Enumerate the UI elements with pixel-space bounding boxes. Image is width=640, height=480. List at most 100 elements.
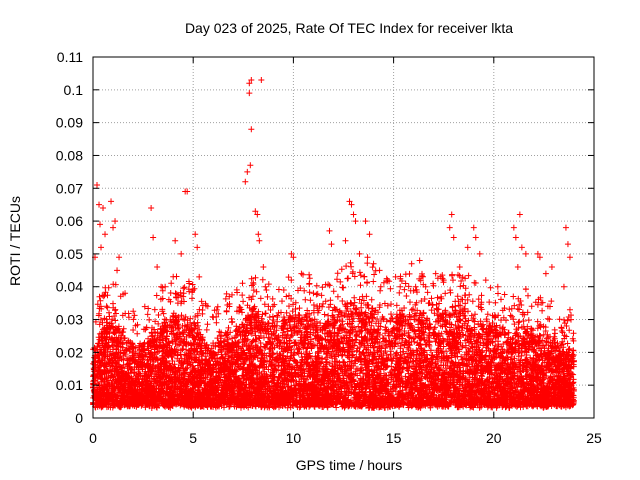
roti-outlier-point [522, 250, 529, 257]
y-tick-label: 0.06 [56, 213, 83, 229]
roti-outlier-point [464, 244, 471, 251]
roti-outlier-point [97, 221, 104, 228]
roti-outlier-point [258, 76, 265, 83]
roti-outlier-point [306, 280, 313, 287]
x-axis-label: GPS time / hours [296, 457, 403, 473]
roti-outlier-point [110, 224, 117, 231]
roti-outlier-point [194, 244, 201, 251]
x-tick-label: 15 [386, 430, 402, 446]
roti-outlier-point [162, 283, 169, 290]
roti-outlier-point [448, 211, 455, 218]
roti-outlier-point [392, 273, 399, 280]
roti-outlier-point [470, 224, 477, 231]
roti-outlier-point [402, 280, 409, 287]
roti-outlier-point [456, 264, 463, 271]
roti-outlier-point [172, 237, 179, 244]
y-tick-label: 0.09 [56, 115, 83, 131]
y-tick-label: 0.01 [56, 377, 83, 393]
roti-outlier-point [100, 204, 107, 211]
roti-outlier-point [446, 224, 453, 231]
y-tick-label: 0.11 [57, 49, 83, 65]
roti-outlier-point [298, 270, 305, 277]
roti-outlier-point [440, 277, 447, 284]
roti-outlier-point [254, 211, 261, 218]
roti-outlier-point [94, 181, 101, 188]
roti-outlier-point [154, 264, 161, 271]
labels-layer: 0 5 10 15 20 25 0 0.01 0.02 0.03 0.04 0.05 0.06 0.07 0… [56, 49, 602, 446]
roti-outlier-point [482, 277, 489, 284]
roti-outlier-point [356, 250, 363, 257]
roti-outlier-point [514, 264, 521, 271]
points-layer [90, 76, 577, 411]
roti-outlier-point [108, 198, 115, 205]
roti-outlier-point [352, 218, 359, 225]
roti-outlier-point [192, 231, 199, 238]
roti-outlier-point [518, 244, 525, 251]
roti-outlier-point [242, 178, 249, 185]
roti-outlier-point [342, 237, 349, 244]
y-tick-label: 0.03 [56, 312, 83, 328]
roti-outlier-point [256, 237, 263, 244]
ticks-layer [92, 56, 595, 419]
roti-outlier-point [310, 290, 317, 297]
roti-outlier-point [290, 254, 297, 261]
roti-outlier-point [252, 208, 259, 215]
roti-outlier-point [348, 201, 355, 208]
roti-outlier-point [494, 283, 501, 290]
roti-outlier-point [476, 250, 483, 257]
y-tick-label: 0.05 [56, 246, 83, 262]
roti-outlier-point [548, 264, 555, 271]
roti-outlier-point [366, 231, 373, 238]
roti-outlier-point [408, 260, 415, 267]
roti-outlier-point [248, 126, 255, 133]
y-tick-label: 0.04 [56, 279, 83, 295]
y-tick-label: 0.08 [56, 147, 83, 163]
roti-outlier-point [122, 290, 129, 297]
roti-outlier-point [150, 234, 157, 241]
x-tick-label: 10 [286, 430, 302, 446]
roti-outlier-point [560, 283, 567, 290]
roti-outlier-point [328, 241, 335, 248]
roti-outlier-point [422, 283, 429, 290]
roti-outlier-point [432, 270, 439, 277]
x-tick-label: 0 [89, 430, 97, 446]
roti-outlier-point [384, 277, 391, 284]
roti-outlier-point [412, 283, 419, 290]
roti-outlier-point [262, 283, 269, 290]
roti-outlier-point [512, 234, 519, 241]
roti-outlier-point [114, 267, 121, 274]
roti-outlier-point [364, 254, 371, 261]
y-axis-label: ROTI / TECUs [7, 196, 23, 286]
roti-outlier-point [450, 234, 457, 241]
x-tick-label: 5 [189, 430, 197, 446]
roti-outlier-point [346, 198, 353, 205]
roti-outlier-point [350, 211, 357, 218]
roti-outlier-point [196, 273, 203, 280]
roti-outlier-point [248, 76, 255, 83]
roti-outlier-point [566, 254, 573, 261]
roti-outlier-point [260, 264, 267, 271]
roti-outlier-point [102, 231, 109, 238]
roti-outlier-point [534, 250, 541, 257]
chart-title: Day 023 of 2025, Rate Of TEC Index for r… [185, 20, 513, 36]
roti-outlier-point [416, 257, 423, 264]
roti-outlier-point [566, 306, 573, 313]
y-tick-label: 0.1 [64, 82, 84, 98]
y-tick-label: 0 [75, 410, 83, 426]
roti-outlier-point [246, 80, 253, 87]
roti-outlier-point [564, 241, 571, 248]
x-tick-label: 25 [586, 430, 602, 446]
roti-outlier-point [376, 267, 383, 274]
roti-outlier-point [362, 218, 369, 225]
roti-outlier-point [516, 211, 523, 218]
roti-outlier-point [255, 231, 262, 238]
roti-outlier-point [326, 227, 333, 234]
roti-outlier-point [247, 162, 254, 169]
y-tick-label: 0.07 [56, 180, 83, 196]
roti-outlier-point [116, 254, 123, 261]
roti-outlier-point [178, 250, 185, 257]
roti-outlier-point [186, 280, 193, 287]
y-tick-label: 0.02 [56, 344, 83, 360]
